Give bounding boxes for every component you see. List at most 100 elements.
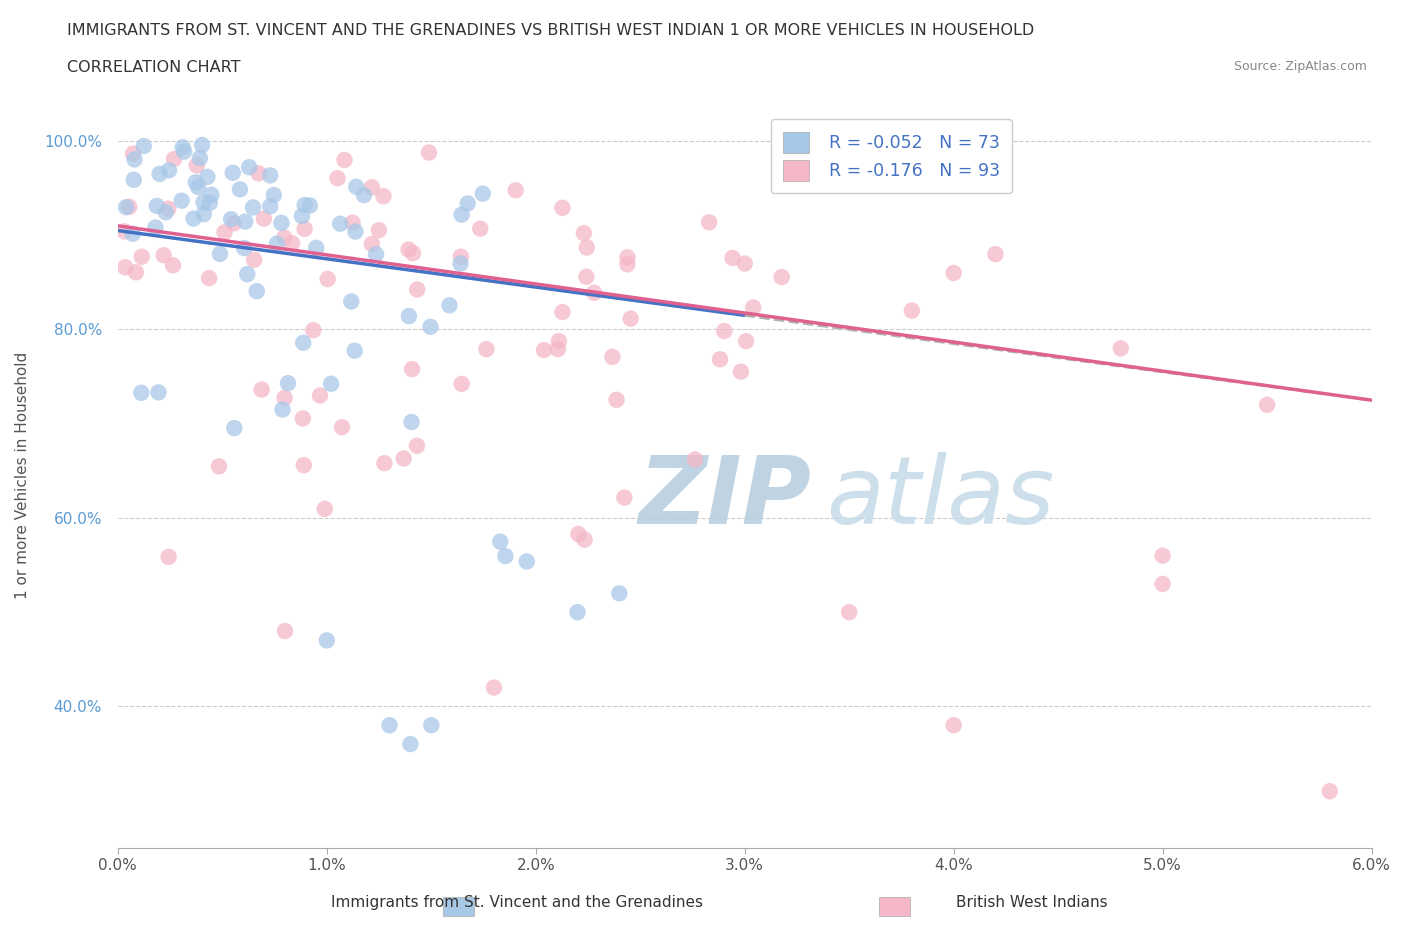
Point	[238, 160, 260, 175]
Point	[360, 179, 382, 194]
Point	[489, 534, 512, 549]
Point	[291, 411, 314, 426]
Point	[770, 270, 793, 285]
Point	[214, 225, 236, 240]
Point	[450, 377, 472, 392]
Text: British West Indians: British West Indians	[956, 895, 1108, 910]
Point	[551, 200, 574, 215]
Point	[607, 586, 630, 601]
Point	[131, 249, 153, 264]
Point	[186, 158, 208, 173]
Point	[333, 153, 356, 167]
Point	[613, 490, 636, 505]
Point	[709, 352, 731, 366]
Point	[942, 266, 965, 281]
Point	[270, 216, 292, 231]
Point	[734, 256, 756, 271]
Point	[236, 267, 259, 282]
Point	[193, 206, 215, 221]
Point	[114, 259, 136, 274]
Point	[367, 222, 389, 237]
Text: ZIP: ZIP	[638, 452, 811, 544]
Point	[378, 718, 401, 733]
Point	[713, 324, 735, 339]
Point	[697, 215, 720, 230]
Point	[155, 205, 177, 219]
Point	[419, 319, 441, 334]
Point	[439, 298, 461, 312]
Point	[222, 166, 245, 180]
Point	[266, 236, 288, 251]
Point	[373, 189, 395, 204]
Point	[418, 145, 440, 160]
Point	[471, 186, 494, 201]
Point	[420, 718, 443, 733]
Point	[146, 198, 169, 213]
Point	[572, 226, 595, 241]
Point	[246, 284, 269, 299]
Point	[315, 633, 337, 648]
Point	[373, 456, 395, 471]
Point	[470, 221, 492, 236]
Point	[450, 207, 472, 222]
Point	[620, 312, 643, 326]
Point	[243, 252, 266, 267]
Point	[208, 458, 231, 473]
Point	[271, 402, 294, 417]
Point	[145, 220, 167, 235]
Point	[188, 151, 211, 166]
Point	[183, 211, 205, 226]
Point	[157, 201, 180, 216]
Point	[124, 152, 146, 166]
Point	[208, 246, 231, 261]
Point	[200, 187, 222, 202]
Point	[247, 166, 270, 180]
Text: Source: ZipAtlas.com: Source: ZipAtlas.com	[1233, 60, 1367, 73]
Text: CORRELATION CHART: CORRELATION CHART	[67, 60, 240, 75]
Point	[330, 419, 353, 434]
Point	[1319, 784, 1341, 799]
Point	[551, 305, 574, 320]
Point	[114, 224, 136, 239]
Point	[193, 194, 215, 209]
Point	[122, 172, 145, 187]
Point	[340, 294, 363, 309]
Point	[450, 256, 472, 271]
Point	[292, 458, 315, 472]
Point	[482, 680, 505, 695]
Point	[294, 197, 316, 212]
Point	[157, 550, 180, 565]
Point	[298, 198, 321, 213]
Point	[602, 350, 624, 365]
Point	[242, 200, 264, 215]
Point	[191, 138, 214, 153]
Point	[263, 188, 285, 203]
Point	[392, 451, 415, 466]
Point	[148, 166, 170, 181]
Point	[184, 175, 207, 190]
Point	[406, 438, 429, 453]
Point	[360, 236, 382, 251]
Point	[115, 200, 138, 215]
Point	[547, 334, 569, 349]
Point	[125, 265, 148, 280]
Point	[118, 199, 141, 214]
Point	[547, 341, 569, 356]
Point	[129, 385, 152, 400]
Point	[901, 303, 924, 318]
Point	[342, 215, 364, 230]
Point	[121, 226, 143, 241]
Point	[606, 392, 628, 407]
Point	[259, 168, 281, 183]
Point	[229, 182, 252, 197]
Point	[198, 195, 221, 210]
Point	[219, 212, 242, 227]
Point	[505, 183, 527, 198]
Point	[583, 286, 606, 300]
Point	[399, 737, 422, 751]
Point	[721, 250, 744, 265]
Point	[398, 242, 420, 257]
Point	[616, 257, 638, 272]
Point	[316, 272, 339, 286]
Point	[163, 152, 186, 166]
